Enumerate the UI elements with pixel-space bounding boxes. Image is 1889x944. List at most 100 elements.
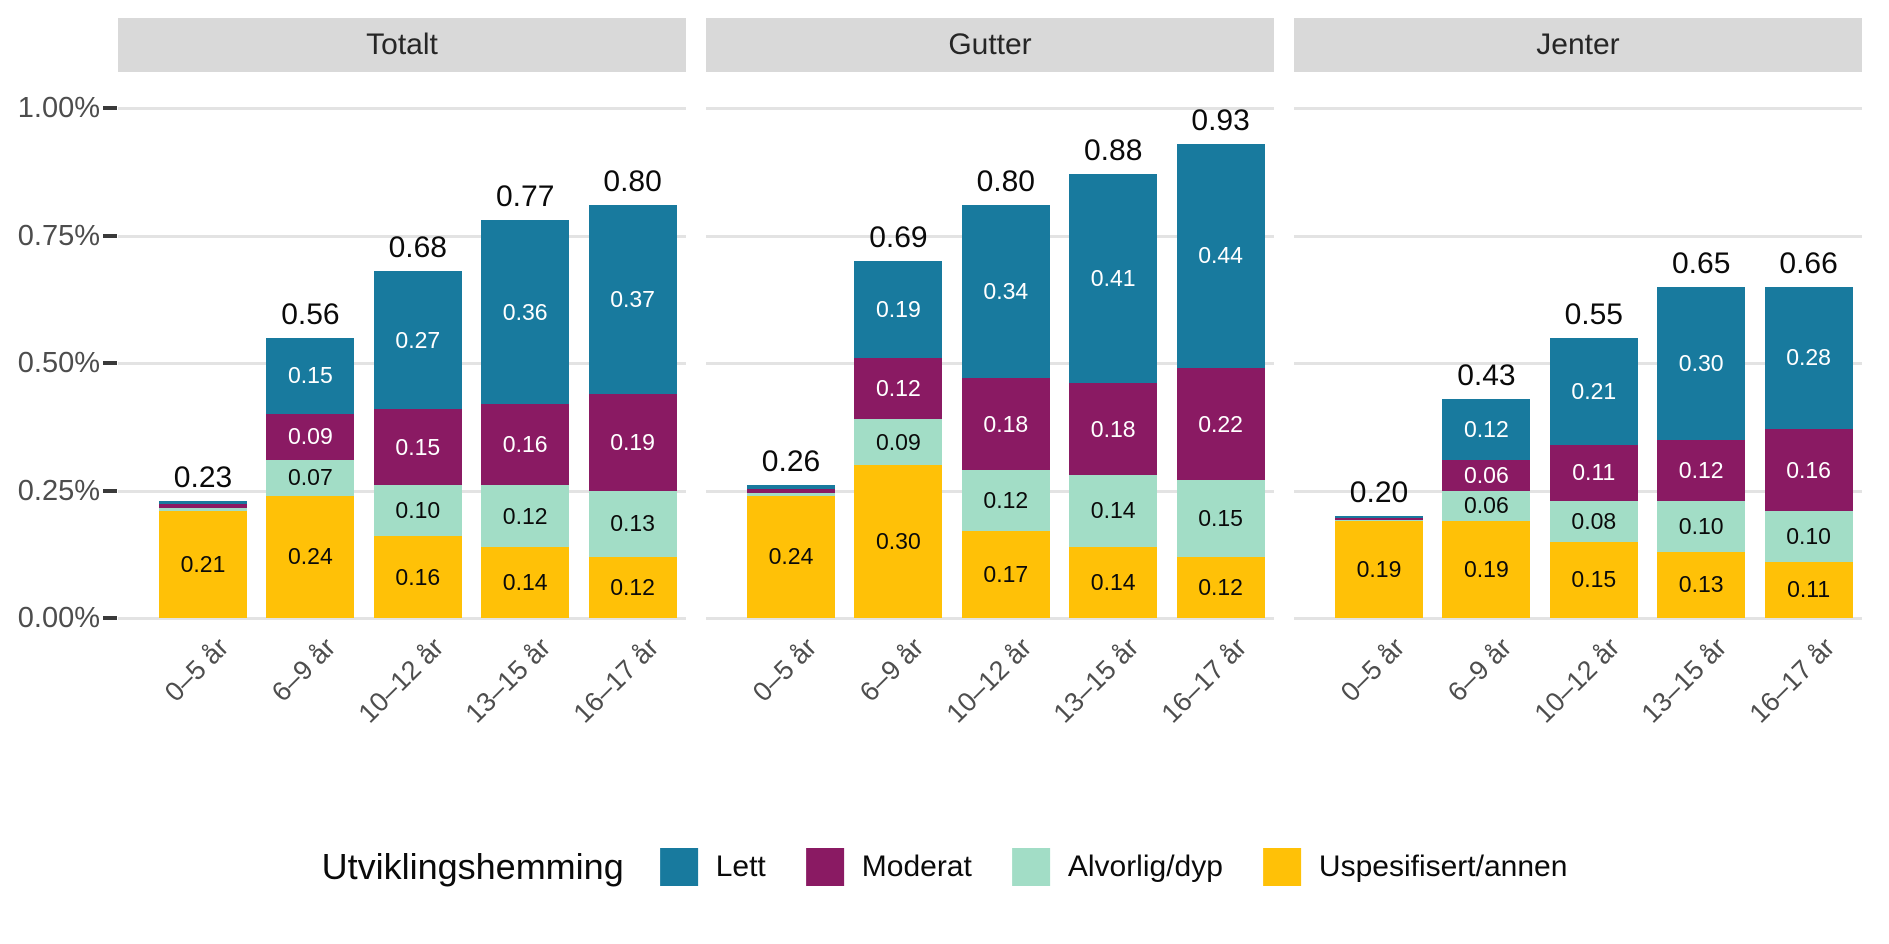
bar-segment-uspesifisert_annen: 0.14 [1069,546,1158,618]
facet-strip: Totalt [118,18,686,72]
stacked-bar: 0.15 0.08 0.11 0.21 [1549,337,1638,618]
bar-total-label: 0.68 [388,231,447,265]
bar-segment-moderat [159,504,247,509]
bar-segment-lett: 0.19 [854,261,943,358]
bar-segment-moderat: 0.16 [1764,429,1853,511]
bar-segment-uspesifisert_annen: 0.17 [961,531,1050,618]
legend-items: Lett Moderat Alvorlig/dyp Uspesifisert/anne… [659,848,1567,886]
bar-segment-moderat: 0.15 [373,408,462,486]
bar-segment-alvorlig_dyp: 0.09 [854,419,943,465]
y-tick-mark [103,233,117,238]
gridline [118,107,686,110]
y-tick-label: 0.25% [17,474,100,507]
bar-segment-moderat: 0.12 [854,357,943,420]
bar-segment-moderat: 0.06 [1442,459,1531,491]
bar-segment-uspesifisert_annen: 0.16 [373,536,462,618]
bar-segment-uspesifisert_annen: 0.13 [1657,551,1746,618]
bar-segment-uspesifisert_annen: 0.15 [1549,541,1638,618]
stacked-bar: 0.13 0.10 0.12 0.30 [1657,286,1746,618]
bar-segment-moderat: 0.16 [481,403,570,486]
bar-total-label: 0.80 [603,164,662,198]
bar-segment-uspesifisert_annen: 0.14 [481,546,570,618]
bar-segment-moderat: 0.12 [1657,439,1746,501]
bar-segment-alvorlig_dyp [1335,519,1423,522]
facet-strip: Gutter [706,18,1274,72]
bar-total-label: 0.88 [1083,134,1143,168]
bar-total-label: 0.23 [173,460,233,494]
gridline [1294,107,1862,110]
bar-segment-lett: 0.44 [1176,143,1265,369]
bar-segment-moderat: 0.19 [588,393,677,491]
bar-segment-alvorlig_dyp: 0.08 [1549,500,1638,542]
bar-segment-lett [1335,516,1423,518]
legend-item-alvorlig_dyp: Alvorlig/dyp [1011,848,1223,886]
stacked-bar: 0.11 0.10 0.16 0.28 [1764,286,1853,618]
stacked-bar: 0.30 0.09 0.12 0.19 [854,261,943,618]
stacked-bar: 0.14 0.14 0.18 0.41 [1069,174,1158,618]
legend-item-uspesifisert_annen: Uspesifisert/annen [1262,848,1567,886]
facet-panel: Jenter 0.19 0.20 0–5 år 0.19 0.06 0.06 0.12 0.43… [1294,0,1862,944]
y-tick-label: 0.75% [17,219,100,252]
bar-segment-alvorlig_dyp: 0.12 [961,470,1050,532]
bar-segment-uspesifisert_annen: 0.24 [266,495,355,618]
bar-segment-alvorlig_dyp: 0.15 [1176,480,1265,557]
gridline [118,234,686,238]
bar-segment-alvorlig_dyp [159,508,247,511]
legend-item-label: Moderat [861,850,972,883]
bar-segment-uspesifisert_annen: 0.12 [1176,556,1265,618]
bar-segment-moderat: 0.22 [1176,368,1265,481]
stacked-bar: 0.19 0.06 0.06 0.12 [1442,398,1531,618]
y-tick-label: 0.50% [17,347,100,379]
bar-segment-alvorlig_dyp: 0.10 [1764,510,1853,562]
bar-segment-lett: 0.37 [588,204,677,394]
legend-swatch-moderat [805,848,844,886]
stacked-bar: 0.21 [159,500,247,618]
legend-swatch-uspesifisert_annen [1262,848,1301,886]
y-tick-mark [103,616,117,620]
bar-segment-alvorlig_dyp: 0.14 [1069,475,1158,547]
bar-total-label: 0.56 [281,297,340,331]
bar-segment-uspesifisert_annen: 0.19 [1442,521,1531,618]
stacked-bar: 0.19 [1335,516,1423,618]
stacked-bar: 0.14 0.12 0.16 0.36 [481,220,570,618]
bar-total-label: 0.66 [1779,246,1838,280]
bar-segment-moderat: 0.18 [961,378,1050,471]
gridline [706,107,1274,110]
gridline [706,617,1274,620]
bar-segment-moderat [747,488,835,493]
bar-total-label: 0.80 [976,164,1035,198]
bar-segment-lett: 0.30 [1657,286,1746,440]
bar-segment-lett: 0.12 [1442,398,1531,460]
legend: Utviklingshemming Lett Moderat Alvorlig/dy… [322,846,1568,888]
bar-segment-alvorlig_dyp: 0.06 [1442,490,1531,522]
legend-swatch-alvorlig_dyp [1011,848,1050,886]
bar-segment-uspesifisert_annen: 0.21 [159,510,247,618]
bar-total-label: 0.43 [1457,358,1516,392]
bar-segment-lett: 0.15 [266,337,355,415]
bar-total-label: 0.26 [761,445,821,479]
legend-item-moderat: Moderat [805,848,972,886]
bar-segment-lett: 0.41 [1069,174,1158,384]
facet-panel: Gutter 0.24 0.26 0–5 år 0.30 0.09 0.12 0.19 0.69… [706,0,1274,944]
legend-swatch-lett [659,848,698,886]
gridline [1294,234,1862,238]
y-tick-mark [103,361,117,365]
bar-segment-lett: 0.28 [1764,286,1853,430]
legend-title: Utviklingshemming [321,846,624,887]
bar-segment-alvorlig_dyp: 0.12 [481,485,570,547]
bar-segment-lett: 0.21 [1549,337,1638,445]
bar-segment-lett [747,485,835,489]
stacked-bar: 0.17 0.12 0.18 0.34 [961,204,1050,618]
bar-segment-uspesifisert_annen: 0.12 [588,556,677,618]
gridline [118,617,686,620]
bar-segment-uspesifisert_annen: 0.19 [1335,521,1423,618]
stacked-bar: 0.12 0.13 0.19 0.37 [588,204,677,618]
facet-panel: Totalt 0.21 0.23 0–5 år 0.24 0.07 0.09 0.15 0.56… [118,0,686,944]
bar-segment-moderat [1335,517,1423,520]
y-tick-label: 1.00% [17,92,100,124]
y-tick-mark [103,106,117,110]
bar-segment-alvorlig_dyp: 0.13 [588,490,677,557]
legend-item-label: Lett [715,850,766,883]
bar-segment-lett: 0.27 [373,271,462,409]
